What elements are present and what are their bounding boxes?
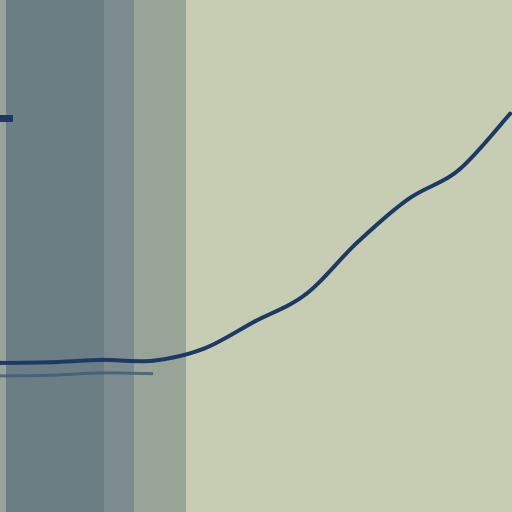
- band-shade-dark: [6, 0, 104, 512]
- data-point: [100, 357, 104, 362]
- series-shadow-line: [0, 371, 154, 378]
- data-point: [253, 319, 257, 324]
- band-shade-mid: [104, 0, 134, 512]
- data-point: [355, 240, 359, 245]
- data-point: [202, 346, 206, 351]
- data-point: [457, 167, 461, 172]
- data-point: [0, 360, 2, 365]
- left-edge-strip: [0, 0, 6, 512]
- data-point: [406, 197, 410, 202]
- band-shade-light: [134, 0, 186, 512]
- data-point: [49, 360, 53, 365]
- data-point: [304, 292, 308, 297]
- edge-marker: [0, 115, 13, 122]
- series-points: [0, 111, 512, 365]
- data-point: [508, 111, 512, 116]
- series-line: [0, 111, 512, 365]
- data-point: [151, 358, 155, 363]
